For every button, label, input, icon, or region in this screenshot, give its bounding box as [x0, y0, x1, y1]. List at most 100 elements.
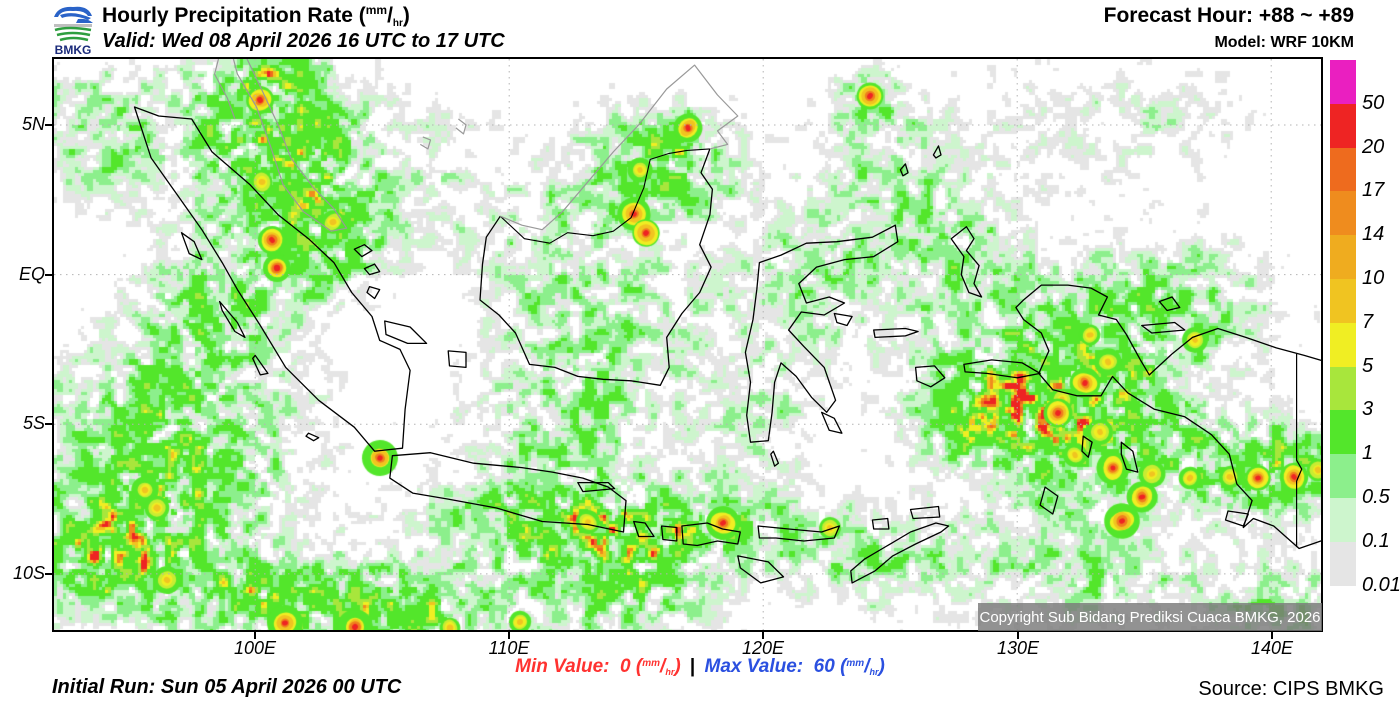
coastline-indonesia	[681, 522, 741, 547]
coastline-foreign	[419, 136, 432, 150]
source-label: Source: CIPS BMKG	[1198, 678, 1384, 700]
legend-value-label: 3	[1362, 398, 1374, 421]
coastline-indonesia	[850, 522, 950, 584]
coastline-kalimantan	[479, 148, 714, 386]
logo-waves-icon	[54, 26, 92, 32]
coastline-indonesia	[1141, 321, 1186, 334]
legend-color-segment	[1330, 366, 1356, 411]
coastline-indonesia	[744, 224, 899, 443]
legend-value-label: 0.5	[1362, 486, 1390, 508]
legend-color-segment	[1330, 279, 1356, 324]
coastline-indonesia	[366, 285, 381, 300]
legend-color-segment	[1330, 191, 1356, 236]
legend-color-segment	[1330, 103, 1356, 149]
coastline-indonesia	[305, 432, 320, 442]
coastline-indonesia	[133, 106, 411, 452]
coastline-indonesia	[252, 354, 269, 376]
copyright-overlay: Copyright Sub Bidang Prediksi Cuaca BMKG…	[978, 603, 1322, 631]
lon-tick-label: 130E	[996, 638, 1040, 658]
lat-tick-label: 5S	[22, 413, 45, 433]
coastlines-layer	[54, 59, 1321, 630]
coastline-indonesia	[871, 517, 890, 530]
coastline-foreign	[455, 118, 467, 135]
legend-value-label: 17	[1362, 179, 1385, 202]
coastline-indonesia	[384, 320, 428, 345]
coastline-indonesia	[963, 359, 1041, 379]
coastline-foreign	[500, 64, 739, 231]
coastline-indonesia	[873, 327, 919, 339]
page-title: Hourly Precipitation Rate (mm/hr)	[102, 3, 410, 29]
lon-tick-mark	[508, 632, 510, 639]
precipitation-raster	[54, 59, 1321, 630]
legend-color-segment	[1330, 60, 1356, 105]
coastline-indonesia	[447, 350, 467, 369]
coastline-indonesia	[770, 450, 780, 467]
legend-color-segment	[1330, 147, 1356, 192]
legend-color-segment	[1330, 410, 1356, 455]
lon-tick-label: 110E	[488, 638, 530, 658]
coastline-indonesia	[909, 505, 941, 520]
lat-tick-mark	[45, 274, 52, 276]
model-label: Model: WRF 10KM	[1214, 34, 1354, 51]
lat-tick-mark	[45, 573, 52, 575]
lon-tick-mark	[1271, 632, 1273, 639]
coastline-indonesia	[660, 525, 678, 542]
coastline-indonesia	[914, 365, 946, 388]
coastline-indonesia	[1158, 296, 1181, 312]
lat-tick-label: 5N	[21, 114, 45, 134]
unit-denominator: hr	[392, 18, 403, 29]
coastline-indonesia	[363, 263, 381, 276]
coastline-papua	[1015, 284, 1321, 550]
coastline-indonesia	[1081, 435, 1093, 458]
logo-cloud-icon	[54, 6, 92, 17]
initial-run-label: Initial Run: Sun 05 April 2026 00 UTC	[52, 676, 402, 698]
coastline-indonesia	[932, 145, 942, 159]
coastline-indonesia	[577, 481, 616, 493]
legend-value-label: 1	[1362, 442, 1374, 465]
coastline-indonesia	[833, 312, 853, 327]
legend-color-segment	[1330, 454, 1356, 499]
border-papua-new-guinea	[1296, 353, 1303, 547]
legend-value-label: 0.01	[1362, 573, 1400, 596]
legend-color-segment	[1330, 322, 1356, 368]
lon-tick-mark	[254, 632, 256, 639]
coastline-indonesia	[353, 244, 373, 258]
valid-time-label: Valid: Wed 08 April 2026 16 UTC to 17 UT…	[102, 30, 505, 52]
legend-value-label: 7	[1362, 310, 1374, 333]
logo-text: BMKG	[55, 43, 92, 56]
legend-value-label: 10	[1362, 267, 1385, 289]
legend-color-segment	[1330, 498, 1356, 543]
lat-tick-label: 10S	[12, 563, 45, 583]
coastline-indonesia	[1120, 441, 1139, 473]
lon-tick-label: 120E	[741, 638, 785, 658]
bmkg-logo: BMKG	[54, 6, 93, 56]
coastline-indonesia	[737, 555, 785, 584]
minmax-separator: |	[689, 656, 696, 677]
coastline-indonesia	[950, 226, 983, 298]
coastline-indonesia	[820, 411, 843, 434]
min-value-label: Min Value: 0 (mm/hr)	[515, 656, 681, 677]
coastline-foreign	[214, 59, 236, 120]
legend-value-label: 5	[1362, 354, 1374, 377]
max-value-label: Max Value: 60 (mm/hr)	[704, 656, 885, 677]
coastline-indonesia	[1039, 486, 1059, 515]
legend-color-segment	[1330, 541, 1356, 587]
coastline-indonesia	[389, 452, 627, 533]
map-frame: Copyright Sub Bidang Prediksi Cuaca BMKG…	[52, 57, 1323, 632]
coastline-indonesia	[899, 163, 909, 177]
legend-value-label: 14	[1362, 223, 1385, 246]
lon-tick-mark	[1017, 632, 1019, 639]
legend-value-label: 20	[1362, 135, 1385, 158]
lon-tick-label: 100E	[233, 638, 277, 658]
lat-tick-label: EQ	[18, 264, 45, 284]
legend-color-segment	[1330, 235, 1356, 280]
lon-tick-label: 140E	[1250, 638, 1294, 658]
lon-tick-mark	[762, 632, 764, 639]
coastline-indonesia	[633, 520, 655, 538]
minmax-line: Min Value: 0 (mm/hr) | Max Value: 60 (mm…	[515, 656, 885, 678]
legend-value-label: 50	[1362, 91, 1385, 114]
lat-tick-mark	[45, 423, 52, 425]
coastline-foreign	[232, 59, 348, 232]
coastline-indonesia	[218, 300, 246, 339]
